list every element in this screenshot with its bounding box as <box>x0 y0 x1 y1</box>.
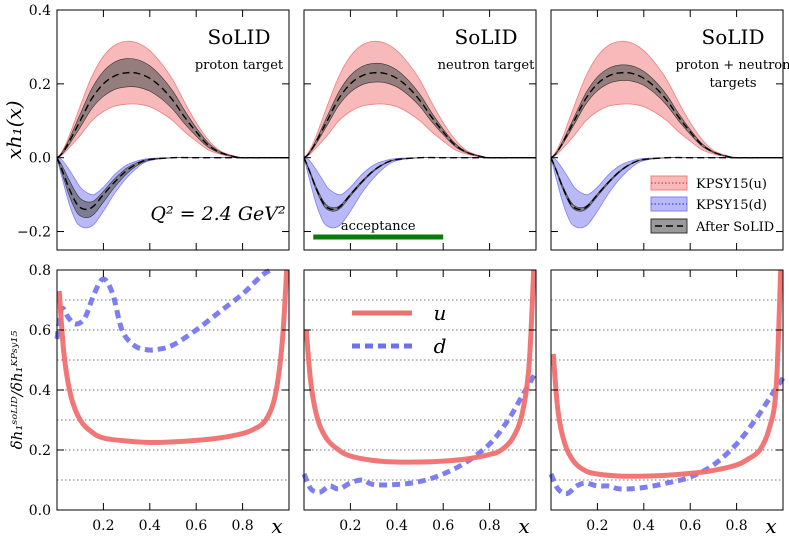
panel2-d-band <box>303 157 537 229</box>
panel3-title: SoLID <box>702 25 765 49</box>
top-ytick-label: 0.2 <box>29 77 51 93</box>
panel1-subtitle: proton target <box>195 58 284 73</box>
legend-u-label: KPSY15(u) <box>696 177 767 192</box>
panel3-u-central-line <box>550 71 783 159</box>
panel2-xtick-label: 0.6 <box>432 518 454 534</box>
panel3-u-ratio-line <box>550 269 784 479</box>
bottom-ytick-label: 0.6 <box>29 323 51 339</box>
panel2-subtitle: neutron target <box>438 58 535 73</box>
panel1-u-ratio-line <box>56 269 290 446</box>
panel2-top-frame <box>303 9 537 251</box>
panel2-title: SoLID <box>455 25 518 49</box>
panel1-d-ratio-line <box>54 267 272 353</box>
text-layer: 0.2 0.4 0.6 0.8 x SoLID proton target 0.2 0.4 0.6… <box>2 3 789 536</box>
bottom-ytick-label: 0.8 <box>29 263 51 279</box>
panel3-xtick-label: 0.8 <box>725 518 747 534</box>
panel1-u-after-band <box>56 58 290 159</box>
panel1-title: SoLID <box>208 25 271 49</box>
q2-annotation: Q² = 2.4 GeV² <box>150 203 285 225</box>
panel1-top-frame <box>56 9 290 251</box>
panel2-xtick-label: 0.2 <box>339 518 361 534</box>
ticks-layer <box>56 9 784 511</box>
bottom-ytick-label: 0.0 <box>29 503 51 519</box>
panel2-u-central-line <box>303 71 536 159</box>
panel1-xtick-label: 0.8 <box>231 518 253 534</box>
lines-layer <box>54 71 786 497</box>
acceptance-label: acceptance <box>341 219 416 234</box>
panel1-xtick-label: 0.2 <box>92 518 114 534</box>
panel1-x-axis-label: x <box>271 514 282 536</box>
panel3-top-frame <box>550 9 784 251</box>
legend-after-label: After SoLID <box>695 220 774 235</box>
top-ytick-label: 0.4 <box>29 3 51 19</box>
top-ytick-label: −0.2 <box>17 225 51 241</box>
panel1-u-central-line <box>56 71 289 159</box>
top-ytick-label: 0.0 <box>29 151 51 167</box>
grid-layer <box>57 299 783 481</box>
panel1-d-central-line <box>56 156 289 211</box>
panel3-d-band <box>550 157 784 229</box>
panel2-x-axis-label: x <box>518 514 529 536</box>
panel3-xtick-label: 0.2 <box>586 518 608 534</box>
panel3-x-axis-label: x <box>765 514 776 536</box>
panel3-subtitle: targets <box>709 76 756 91</box>
panel3-xtick-label: 0.6 <box>679 518 701 534</box>
panel2-xtick-label: 0.4 <box>386 518 408 534</box>
panel3-subtitle: proton + neutron <box>675 58 789 73</box>
panel1-xtick-label: 0.4 <box>139 518 161 534</box>
panel3-d-central-line <box>550 156 783 211</box>
panel2-d-ratio-line <box>301 370 539 495</box>
panel2-xtick-label: 0.8 <box>478 518 500 534</box>
panel1-xtick-label: 0.6 <box>185 518 207 534</box>
panel3-xtick-label: 0.4 <box>633 518 655 534</box>
bottom-y-axis-label: δh₁ˢᵒᴸᴵᴰ/δh₁ᴷᴾˢʸ¹⁵ <box>8 331 26 450</box>
panel3-d-ratio-line <box>548 376 786 497</box>
bottom-ytick-label: 0.2 <box>29 443 51 459</box>
top-y-axis-label: xh₁(x) <box>2 100 26 159</box>
bottom-ytick-label: 0.4 <box>29 383 51 399</box>
panel2-d-central-line <box>303 156 536 211</box>
legend-d-label: KPSY15(d) <box>696 198 767 213</box>
panel2-u-ratio-line <box>303 269 537 465</box>
bottom-legend-u-label: u <box>434 301 447 325</box>
bottom-legend-d-label: d <box>434 334 447 358</box>
